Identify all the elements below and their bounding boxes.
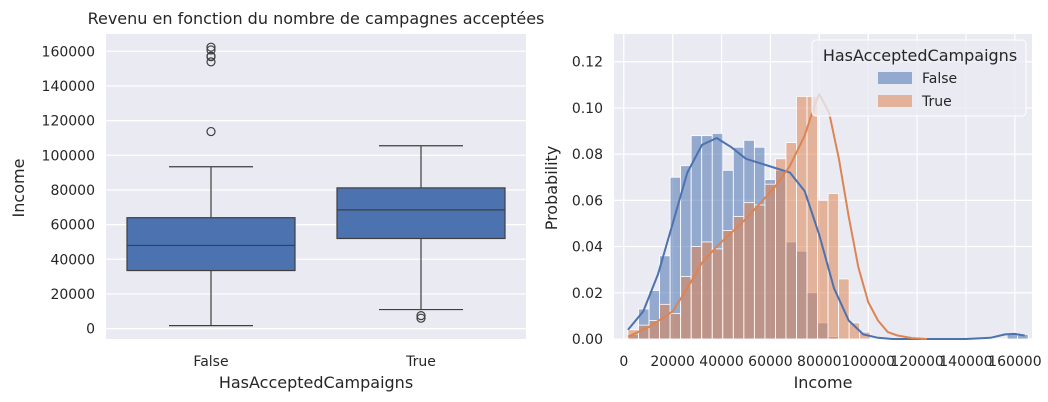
histogram-chart: 0.00 0.02 0.04 0.06 0.08 0.10 0.12 0 20000 40000… — [542, 34, 1042, 392]
boxplot-y-tick-label: 80000 — [50, 183, 95, 199]
histogram-bar — [827, 193, 840, 340]
histogram-bar — [753, 204, 766, 340]
outlier-point — [416, 311, 426, 321]
histogram-x-tick-label: 20000 — [650, 354, 695, 370]
legend-label-false: False — [922, 71, 957, 87]
histogram-x-tick-label: 60000 — [748, 354, 793, 370]
boxplot-y-tick-label: 20000 — [50, 287, 95, 303]
boxplot-plot-area — [106, 34, 526, 339]
histogram-y-axis-label: Probability — [542, 146, 561, 231]
histogram-y-tick-label: 0.00 — [572, 332, 603, 348]
histogram-y-tick-label: 0.12 — [572, 55, 603, 71]
histogram-bar — [764, 183, 776, 340]
histogram-bar — [806, 95, 818, 340]
outlier-point — [206, 126, 216, 137]
iqr-box — [336, 187, 506, 240]
box-false — [126, 42, 296, 327]
boxplot-y-tick-label: 140000 — [42, 79, 95, 95]
histogram-legend: HasAcceptedCampaigns False True — [811, 39, 1027, 117]
boxplot-y-tick-label: 40000 — [50, 252, 95, 268]
histogram-x-tick-label: 140000 — [939, 354, 992, 370]
legend-frame — [811, 39, 1027, 117]
boxplot-title: Revenu en fonction du nombre de campagne… — [88, 9, 545, 28]
histogram-y-tick-label: 0.06 — [572, 193, 603, 209]
histogram-bar — [732, 216, 745, 340]
histogram-bar — [669, 313, 682, 340]
histogram-bar — [817, 199, 829, 340]
histogram-kde-curves — [627, 93, 1025, 340]
boxplot-y-tick-label: 120000 — [42, 114, 95, 130]
outlier-point — [416, 313, 426, 323]
histogram-y-ticks: 0.00 0.02 0.04 0.06 0.08 0.10 0.12 — [572, 55, 603, 348]
boxplot-x-axis-label: HasAcceptedCampaigns — [219, 373, 413, 392]
histogram-x-tick-label: 0 — [619, 354, 628, 370]
boxplot-chart: 0 20000 40000 60000 80000 100000 120000 140000 1… — [9, 9, 544, 392]
histogram-bar — [711, 248, 724, 340]
boxplot-x-tick-label: True — [405, 354, 436, 370]
box-true — [336, 145, 506, 323]
histogram-y-tick-label: 0.04 — [572, 240, 603, 256]
legend-label-true: True — [921, 94, 952, 110]
histogram-y-tick-label: 0.10 — [572, 101, 603, 117]
boxplot-y-tick-label: 0 — [86, 322, 95, 338]
outlier-point — [206, 57, 216, 67]
histogram-bar — [722, 230, 734, 340]
histogram-x-tick-label: 40000 — [699, 354, 744, 370]
boxplot-x-tick-label: False — [193, 354, 228, 370]
outlier-point — [206, 45, 216, 55]
boxplot-y-tick-label: 60000 — [50, 218, 95, 234]
histogram-bar — [690, 246, 703, 340]
boxplot-y-ticks: 0 20000 40000 60000 80000 100000 120000 140000 1… — [42, 44, 95, 337]
boxplot-x-ticks: False True — [193, 354, 435, 370]
histogram-x-tick-label: 100000 — [841, 354, 894, 370]
legend-title: HasAcceptedCampaigns — [823, 46, 1017, 65]
histogram-y-tick-label: 0.08 — [572, 147, 603, 163]
legend-swatch-false — [878, 72, 912, 84]
boxplot-y-axis-label: Income — [9, 159, 28, 218]
histogram-bar — [659, 303, 671, 340]
histogram-x-tick-label: 160000 — [988, 354, 1041, 370]
outlier-point — [206, 42, 216, 52]
legend-swatch-true — [878, 95, 912, 107]
kde-curve-true — [627, 93, 927, 340]
boxplot-y-tick-label: 160000 — [42, 44, 95, 60]
boxplot-marks — [126, 42, 506, 327]
histogram-x-tick-label: 80000 — [797, 354, 842, 370]
histogram-x-tick-label: 120000 — [890, 354, 943, 370]
boxplot-y-tick-label: 100000 — [42, 148, 95, 164]
histogram-y-tick-label: 0.02 — [572, 286, 603, 302]
histogram-x-ticks: 0 20000 40000 60000 80000 1000001200001400001… — [619, 354, 1041, 370]
histogram-bars — [627, 95, 1029, 340]
kde-curve-false — [627, 137, 1025, 340]
histogram-series-true — [627, 95, 871, 340]
histogram-bar — [775, 158, 787, 340]
histogram-x-axis-label: Income — [794, 373, 853, 392]
histogram-bar — [743, 202, 755, 340]
iqr-box — [126, 217, 296, 272]
outlier-point — [206, 51, 216, 61]
